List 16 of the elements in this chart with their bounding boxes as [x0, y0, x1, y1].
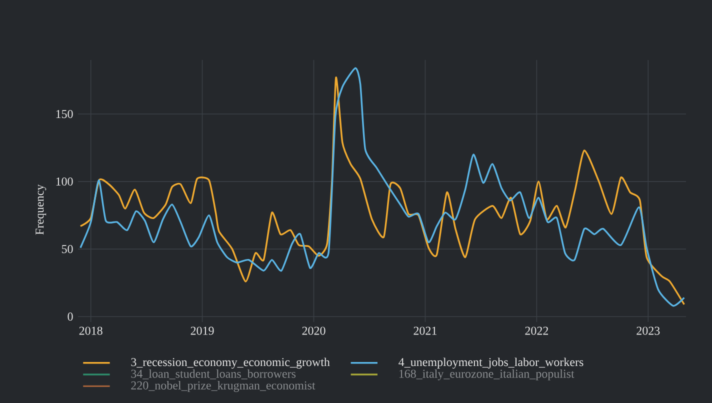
x-tick-label: 2022: [525, 326, 548, 335]
legend-label: 3_recession_economy_economic_growth: [131, 358, 330, 369]
x-tick-label: 2020: [302, 326, 326, 335]
x-tick-label: 2018: [79, 326, 102, 335]
legend-label: 168_italy_eurozone_italian_populist: [399, 369, 574, 380]
y-tick-label: 50: [62, 245, 73, 254]
legend-label: 4_unemployment_jobs_labor_workers: [398, 358, 584, 369]
y-tick-label: 100: [56, 177, 73, 186]
y-tick-label: 0: [68, 312, 73, 321]
x-tick-label: 2023: [636, 326, 660, 335]
y-tick-label: 150: [56, 110, 73, 118]
x-tick-label: 2019: [190, 326, 214, 335]
legend-label: 220_nobel_prize_krugman_economist: [131, 381, 316, 392]
legend-label: 34_loan_student_loans_borrowers: [131, 369, 296, 380]
y-axis-title: Frequency: [36, 184, 46, 235]
x-tick-label: 2021: [414, 326, 437, 335]
